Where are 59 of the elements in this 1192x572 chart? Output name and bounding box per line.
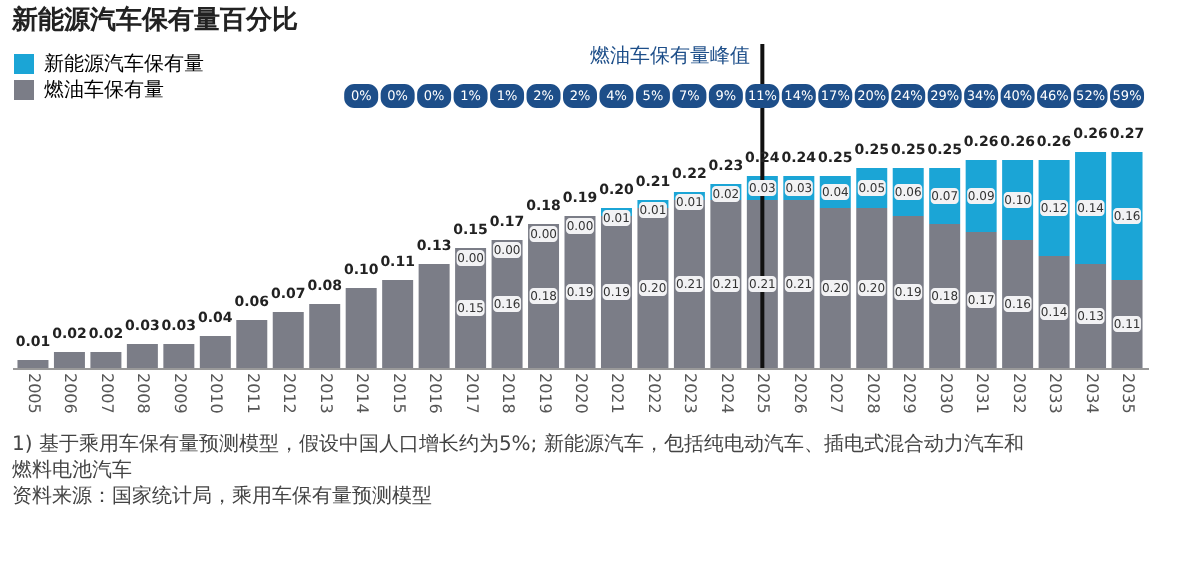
bar xyxy=(1002,240,1034,368)
x-tick-label: 2032 xyxy=(1009,373,1028,414)
bar xyxy=(1075,264,1107,368)
x-tick-label: 2034 xyxy=(1082,373,1101,414)
x-tick-label: 2025 xyxy=(754,373,773,414)
x-tick-label: 2020 xyxy=(572,373,590,414)
x-tick-label: 2011 xyxy=(243,373,262,414)
x-tick-label: 2010 xyxy=(207,373,226,414)
bar xyxy=(929,224,961,368)
x-tick-label: 2013 xyxy=(316,373,335,414)
bar xyxy=(710,200,742,368)
bar xyxy=(126,344,158,368)
bar xyxy=(856,208,888,368)
x-tick-label: 2015 xyxy=(389,373,408,414)
x-tick-label: 2023 xyxy=(681,373,700,414)
x-tick-label: 2012 xyxy=(280,373,299,414)
chart-title: 新能源汽车保有量百分比 xyxy=(10,4,298,36)
x-tick-label: 2008 xyxy=(134,373,153,414)
x-tick-label: 2007 xyxy=(97,373,116,414)
x-tick-label: 2014 xyxy=(353,373,372,414)
bar xyxy=(819,208,851,368)
bar xyxy=(418,264,450,368)
ref-line-label: 燃油车保有量峰值 xyxy=(590,44,751,68)
x-tick-label: 2028 xyxy=(863,373,882,414)
x-tick-label: 2019 xyxy=(535,373,554,414)
x-tick-label: 2022 xyxy=(644,373,663,414)
bar xyxy=(236,320,268,368)
bar xyxy=(382,280,414,368)
bar xyxy=(965,232,997,368)
x-tick-label: 2035 xyxy=(1119,373,1138,414)
x-tick-label: 2031 xyxy=(973,373,992,414)
x-tick-label: 2027 xyxy=(827,373,846,414)
x-tick-label: 2021 xyxy=(608,373,627,414)
x-tick-label: 2030 xyxy=(936,373,955,414)
x-tick-label: 2016 xyxy=(426,373,445,414)
bar xyxy=(199,336,231,368)
bar xyxy=(272,312,304,368)
x-tick-label: 2033 xyxy=(1046,373,1065,414)
bar xyxy=(17,360,49,368)
x-tick-label: 2009 xyxy=(170,373,189,414)
x-tick-label: 2005 xyxy=(24,373,43,414)
text: 1) 基于乘用车保有量预测模型，假设中国人口增长约为5%; 新能源汽车，包括纯电动汽车、插电式混合动力汽车和燃料电池汽车 xyxy=(12,432,1024,482)
x-tick-label: 2026 xyxy=(790,373,809,414)
legend-label: 燃油车保有量 xyxy=(44,78,164,102)
bar xyxy=(345,288,377,368)
bar xyxy=(53,352,85,368)
bar xyxy=(309,304,341,368)
x-tick-label: 2006 xyxy=(61,373,80,414)
text: 资料来源：国家统计局，乘用车保有量预测模型 xyxy=(12,484,432,508)
x-tick-label: 2024 xyxy=(717,373,736,414)
bar xyxy=(892,216,924,368)
bar xyxy=(1111,152,1143,280)
x-tick-label: 2029 xyxy=(900,373,919,414)
legend-label: 新能源汽车保有量 xyxy=(44,52,204,76)
x-tick-label: 2017 xyxy=(462,373,481,414)
bar xyxy=(783,200,815,368)
bar xyxy=(163,344,195,368)
x-tick-label: 2018 xyxy=(499,373,518,414)
bar xyxy=(90,352,122,368)
